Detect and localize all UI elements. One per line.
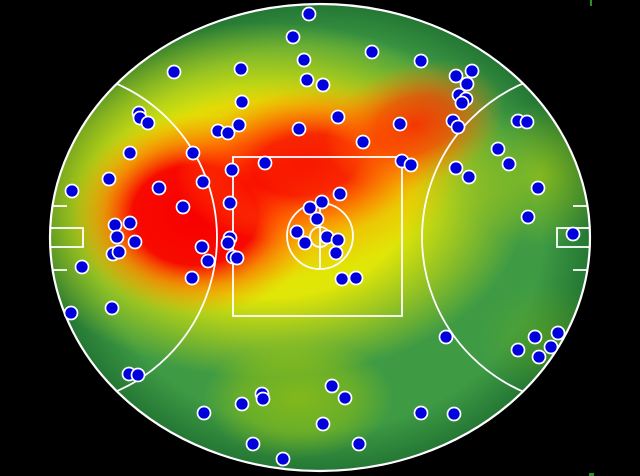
data-point xyxy=(464,63,480,79)
data-point xyxy=(301,6,317,22)
data-point xyxy=(446,406,462,422)
scatter-points-layer xyxy=(63,6,581,467)
data-point xyxy=(324,378,340,394)
data-point xyxy=(289,224,305,240)
data-point xyxy=(234,94,250,110)
data-point xyxy=(448,160,464,176)
data-point xyxy=(104,300,120,316)
data-point xyxy=(531,349,547,365)
data-point xyxy=(63,305,79,321)
data-point xyxy=(520,209,536,225)
data-point xyxy=(140,115,156,131)
data-point xyxy=(275,451,291,467)
data-point xyxy=(459,76,475,92)
boundary-line xyxy=(48,2,592,473)
data-point xyxy=(330,109,346,125)
data-point xyxy=(200,253,216,269)
data-point xyxy=(332,186,348,202)
artifact-layer xyxy=(589,0,594,476)
data-point xyxy=(101,171,117,187)
data-point xyxy=(543,339,559,355)
data-point xyxy=(255,391,271,407)
data-point xyxy=(285,29,301,45)
data-point xyxy=(309,211,325,227)
data-point xyxy=(438,329,454,345)
edge-artifact xyxy=(589,473,594,476)
data-point xyxy=(454,95,470,111)
data-point xyxy=(257,155,273,171)
data-point xyxy=(195,174,211,190)
data-point xyxy=(565,226,581,242)
data-point xyxy=(196,405,212,421)
data-point xyxy=(364,44,380,60)
data-point xyxy=(527,329,543,345)
data-point xyxy=(220,125,236,141)
data-point xyxy=(403,157,419,173)
data-point xyxy=(166,64,182,80)
data-point xyxy=(328,245,344,261)
data-point xyxy=(510,342,526,358)
data-point xyxy=(222,195,238,211)
data-point xyxy=(74,259,90,275)
field-marking-rect xyxy=(50,227,84,248)
data-point xyxy=(184,270,200,286)
heat-blob-bottom-spot xyxy=(203,338,393,458)
data-point xyxy=(229,250,245,266)
data-point xyxy=(122,215,138,231)
data-point xyxy=(448,68,464,84)
data-point xyxy=(220,235,236,251)
data-point xyxy=(519,114,535,130)
data-point xyxy=(122,145,138,161)
data-point xyxy=(291,121,307,137)
data-point xyxy=(231,117,247,133)
data-point xyxy=(355,134,371,150)
data-point xyxy=(302,200,318,216)
data-point xyxy=(130,367,146,383)
data-point xyxy=(337,390,353,406)
data-point xyxy=(315,416,331,432)
data-point xyxy=(296,52,312,68)
data-point xyxy=(348,270,364,286)
data-point xyxy=(299,72,315,88)
data-point xyxy=(297,235,313,251)
data-point xyxy=(334,271,350,287)
data-point xyxy=(64,183,80,199)
data-point xyxy=(330,232,346,248)
data-point xyxy=(111,244,127,260)
data-point xyxy=(245,436,261,452)
data-point xyxy=(224,162,240,178)
boundary-layer xyxy=(48,2,592,473)
data-point xyxy=(550,325,566,341)
data-point xyxy=(351,436,367,452)
data-point xyxy=(392,116,408,132)
data-point xyxy=(413,53,429,69)
data-point xyxy=(185,145,201,161)
data-point xyxy=(501,156,517,172)
data-point xyxy=(107,217,123,233)
data-point xyxy=(109,229,125,245)
data-point xyxy=(530,180,546,196)
field-marking-circle xyxy=(50,68,218,407)
data-point xyxy=(151,180,167,196)
data-point xyxy=(490,141,506,157)
data-point xyxy=(461,169,477,185)
edge-artifact xyxy=(590,0,592,6)
data-point xyxy=(175,199,191,215)
field-marking-circle xyxy=(421,68,590,407)
data-point xyxy=(450,119,466,135)
data-point xyxy=(413,405,429,421)
data-point xyxy=(234,396,250,412)
data-point xyxy=(315,77,331,93)
data-point xyxy=(233,61,249,77)
data-point xyxy=(314,194,330,210)
data-point xyxy=(194,239,210,255)
data-point xyxy=(127,234,143,250)
